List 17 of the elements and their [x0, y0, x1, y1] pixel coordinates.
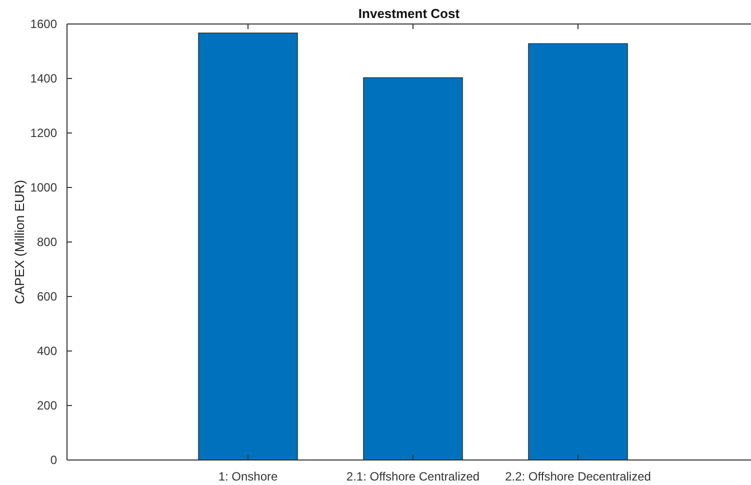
x-tick-label: 2.2: Offshore Decentralized — [505, 470, 651, 484]
x-tick-label: 2.1: Offshore Centralized — [346, 470, 480, 484]
x-tick-label: 1: Onshore — [218, 470, 278, 484]
y-tick-label: 1600 — [30, 16, 58, 31]
y-tick-label: 1400 — [30, 71, 58, 86]
y-tick-label: 0 — [50, 452, 58, 467]
chart-title: Investment Cost — [358, 6, 460, 21]
y-tick-label: 1200 — [30, 126, 58, 140]
bar — [363, 77, 463, 460]
y-axis-title: CAPEX (Million EUR) — [12, 180, 27, 304]
y-tick-label: 1000 — [30, 180, 58, 194]
bar — [528, 43, 628, 460]
y-tick-label: 400 — [36, 344, 58, 358]
bar — [198, 32, 298, 460]
y-tick-label: 800 — [36, 234, 58, 249]
y-tick-label: 600 — [36, 289, 58, 304]
y-tick-label: 200 — [36, 398, 58, 412]
